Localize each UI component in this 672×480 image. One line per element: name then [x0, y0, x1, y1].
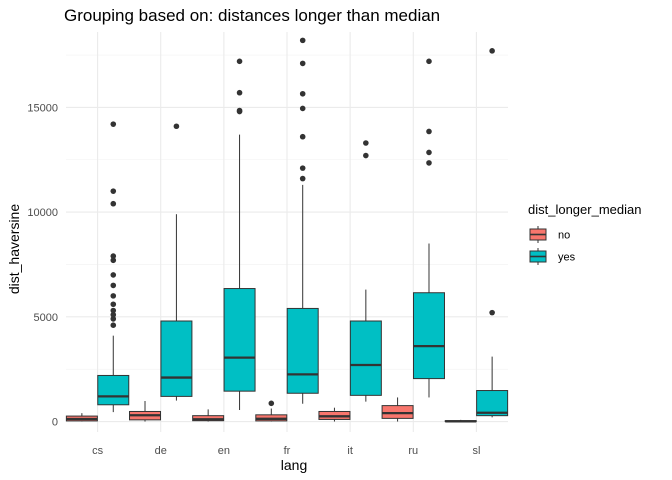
x-tick-label: cs	[92, 445, 104, 457]
legend-label: yes	[558, 252, 576, 264]
y-tick-label: 0	[52, 417, 58, 429]
box-yes-ru	[412, 58, 445, 398]
outlier-point	[110, 257, 117, 264]
box-yes-sl	[476, 48, 509, 418]
box-no-sl	[444, 419, 477, 423]
outlier-point	[110, 253, 117, 259]
outlier-point	[268, 400, 275, 407]
box-no-cs	[65, 413, 98, 422]
outlier-point	[236, 107, 243, 114]
y-tick-label: 15000	[27, 102, 58, 114]
y-axis: 0 5000 10000 15000	[27, 102, 58, 428]
outlier-point	[299, 165, 306, 171]
outlier-point	[299, 90, 306, 97]
outlier-point	[110, 121, 117, 127]
outlier-point	[426, 149, 432, 156]
box-body	[476, 390, 509, 417]
box-yes-en	[223, 58, 256, 411]
legend-entry-no: no	[529, 226, 570, 243]
x-tick-label: fr	[284, 445, 291, 457]
outlier-point	[110, 311, 117, 318]
outlier-point	[110, 188, 117, 194]
y-tick-label: 10000	[27, 207, 58, 219]
outlier-point	[110, 293, 117, 299]
outlier-point	[426, 160, 432, 166]
outlier-point	[426, 128, 432, 135]
outlier-point	[299, 60, 306, 67]
x-axis: cs de en fr it ru sl	[92, 445, 480, 457]
outlier-point	[489, 309, 495, 316]
x-tick-label: en	[218, 445, 230, 457]
x-tick-label: ru	[408, 445, 418, 457]
outlier-point	[489, 48, 495, 54]
box-yes-de	[160, 123, 193, 401]
box-yes-cs	[97, 121, 130, 413]
outlier-point	[426, 58, 432, 65]
box-no-ru	[381, 397, 414, 422]
x-tick-label: de	[155, 445, 167, 457]
outlier-point	[110, 322, 117, 328]
outlier-point	[110, 307, 117, 314]
legend-title: dist_longer_median	[528, 202, 641, 217]
box-no-de	[129, 401, 162, 422]
y-tick-label: 5000	[34, 312, 58, 324]
outlier-point	[299, 105, 306, 112]
box-body	[381, 405, 414, 419]
outlier-point	[299, 175, 306, 182]
outlier-point	[110, 200, 117, 207]
legend: dist_longer_median no yes	[528, 202, 641, 265]
box-no-fr	[255, 400, 288, 422]
box-body	[286, 307, 319, 394]
outlier-point	[299, 37, 306, 44]
y-axis-title: dist_haversine	[6, 204, 22, 294]
box-body	[97, 374, 130, 406]
box-body	[412, 292, 445, 380]
outlier-point	[173, 123, 180, 130]
box-no-it	[318, 407, 351, 422]
outlier-point	[110, 301, 117, 308]
legend-label: no	[558, 230, 570, 242]
box-yes-fr	[286, 37, 319, 404]
box-no-en	[192, 409, 225, 422]
outlier-point	[236, 58, 243, 65]
outlier-point	[110, 282, 117, 289]
outlier-point	[299, 133, 306, 140]
outlier-point	[110, 316, 117, 322]
outlier-point	[363, 140, 369, 146]
outlier-point	[110, 272, 117, 278]
x-axis-title: lang	[281, 457, 307, 473]
x-tick-label: sl	[472, 445, 480, 457]
outlier-point	[236, 89, 243, 96]
box-body	[223, 288, 256, 392]
box-body	[160, 320, 193, 397]
plot-area	[65, 37, 509, 423]
x-tick-label: it	[347, 445, 353, 457]
chart-title: Grouping based on: distances longer than…	[64, 6, 440, 25]
outlier-point	[363, 152, 369, 159]
legend-entry-yes: yes	[529, 248, 576, 265]
box-body	[349, 320, 382, 396]
box-yes-it	[349, 140, 382, 402]
